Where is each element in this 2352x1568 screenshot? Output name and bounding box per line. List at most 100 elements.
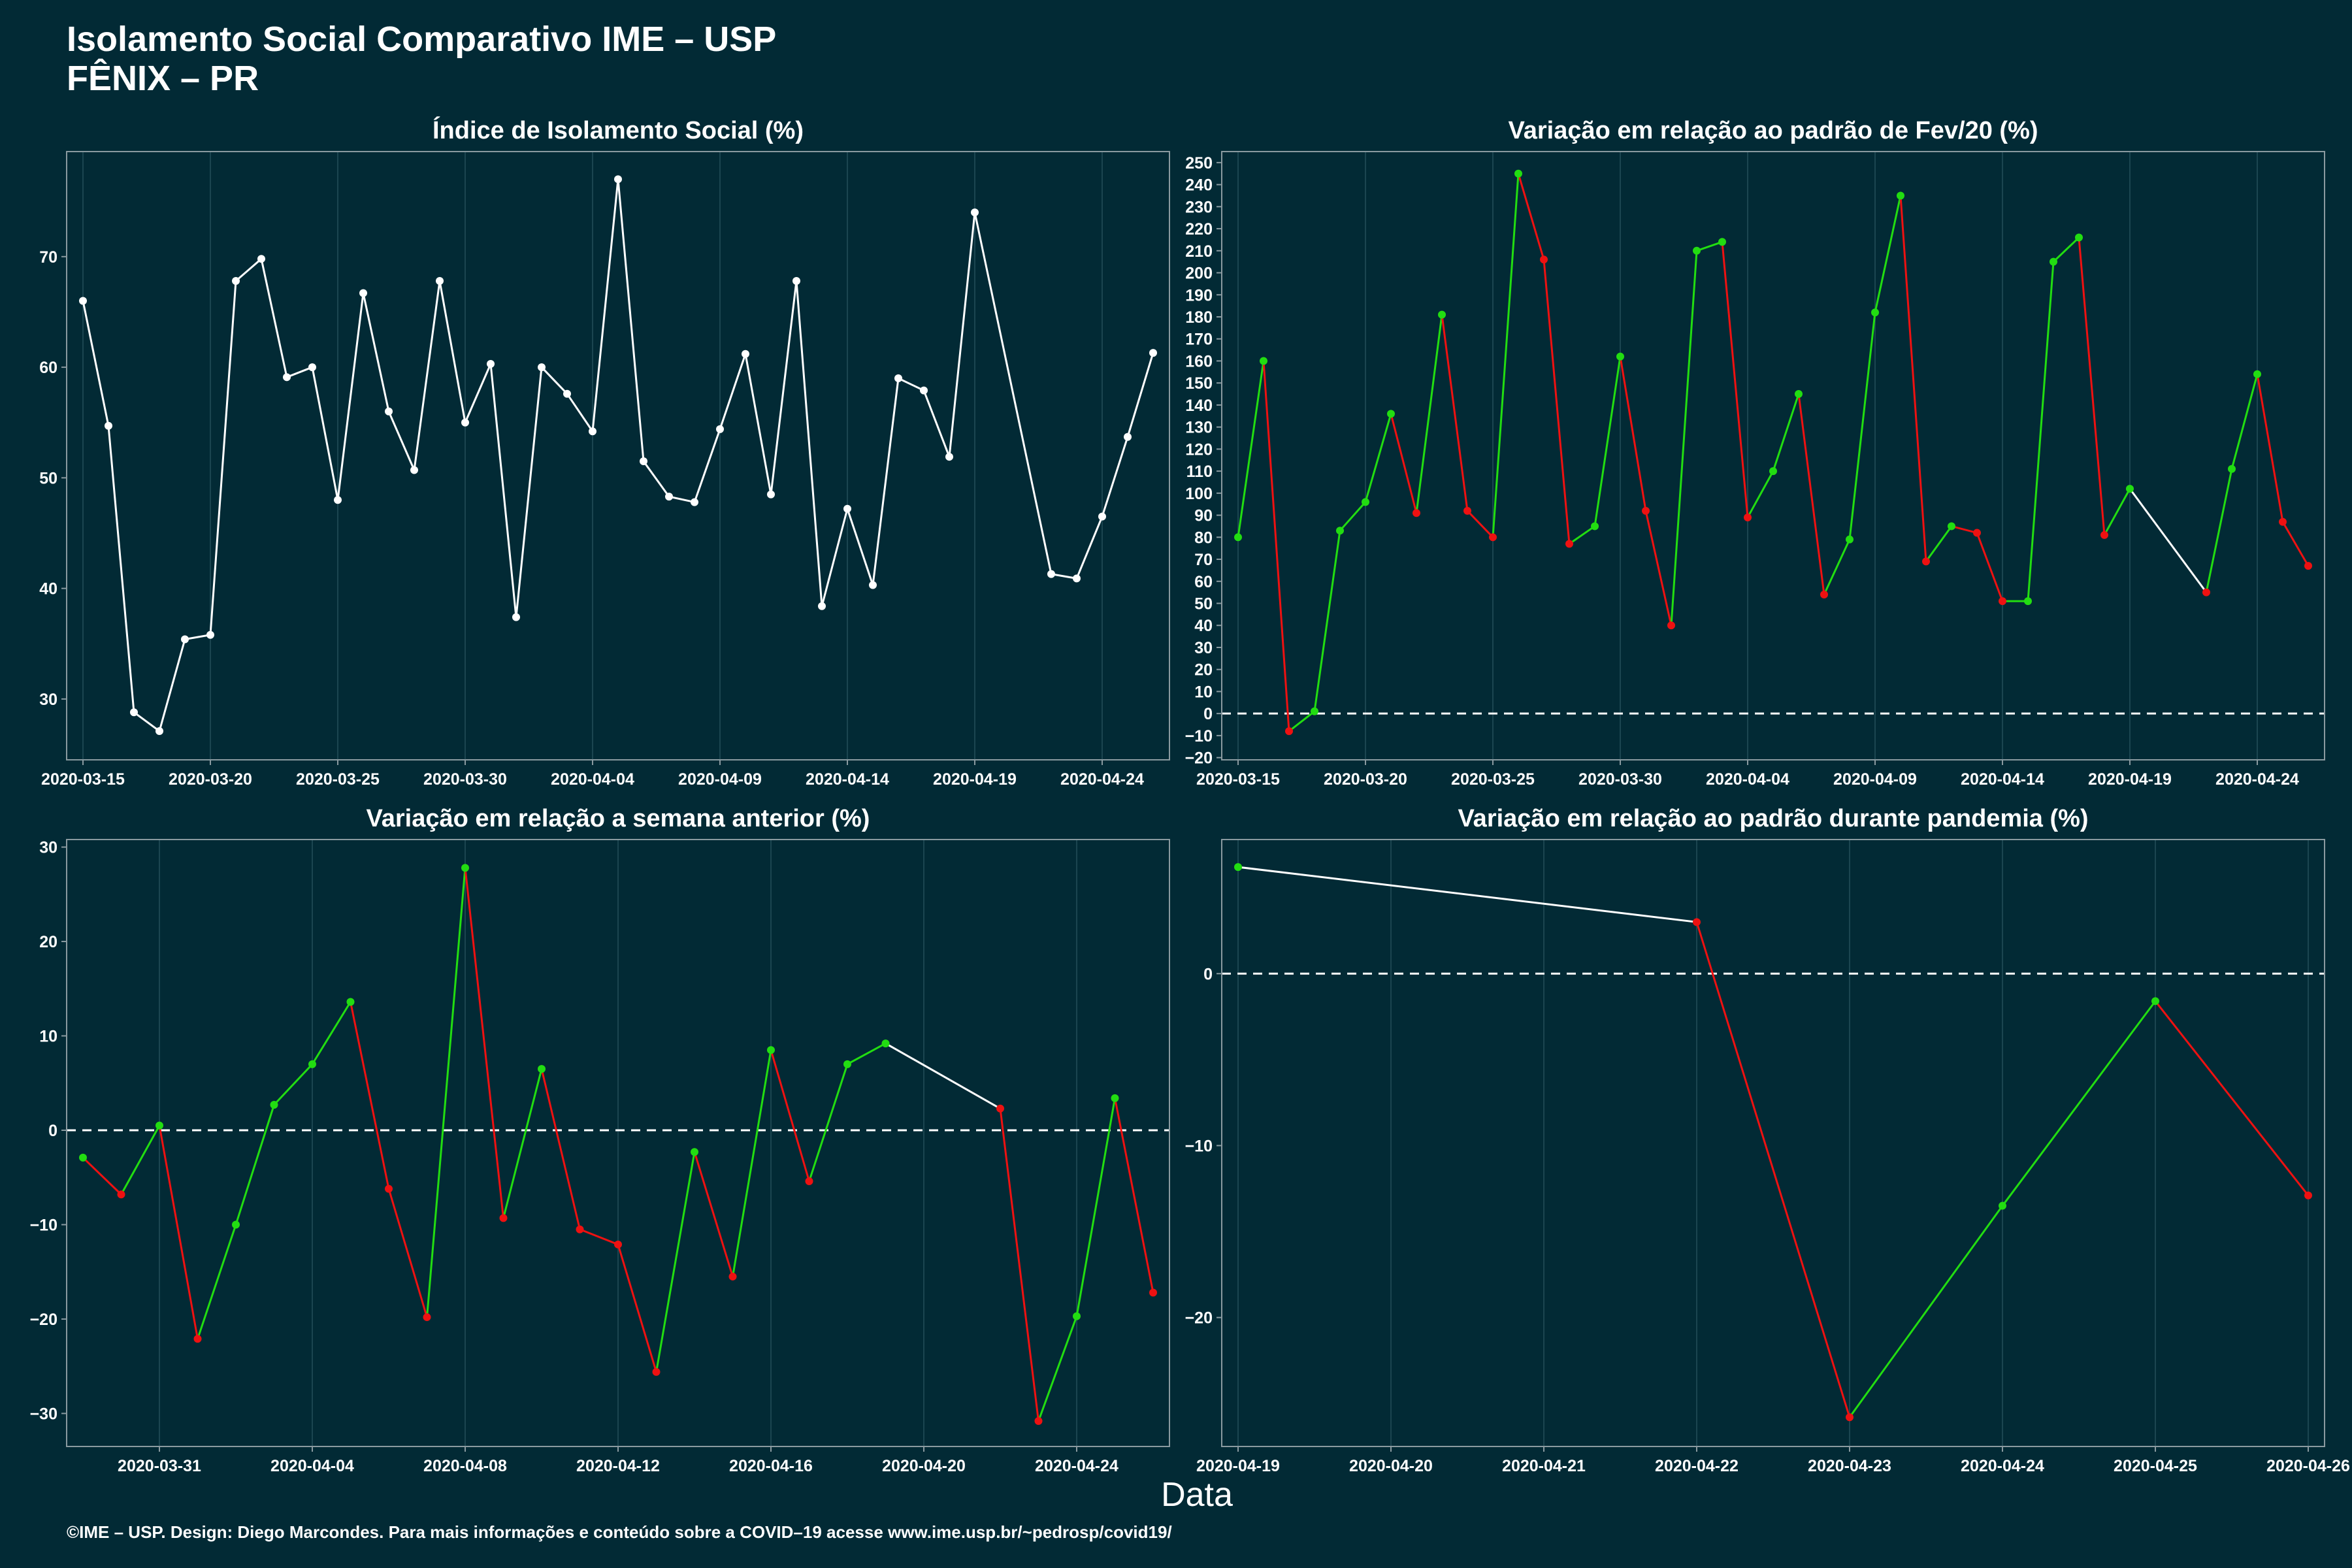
series-segment (502, 1068, 543, 1219)
series-segment (1126, 351, 1154, 438)
data-point (1438, 310, 1446, 319)
data-point (334, 496, 342, 504)
series-segment (350, 1001, 390, 1190)
series-segment (1237, 866, 1698, 923)
panels: Índice de Isolamento Social (%) 2020-03-1… (30, 116, 2350, 1475)
y-tick-label: 150 (1185, 374, 1213, 393)
data-point (2228, 465, 2236, 473)
series-segment (617, 178, 645, 463)
data-point (385, 407, 393, 416)
series-segment (973, 211, 1053, 576)
data-point (130, 708, 138, 717)
data-point (1667, 621, 1675, 630)
series-segment (82, 300, 110, 427)
x-tick-label: 2020-04-09 (678, 770, 762, 789)
data-point (105, 421, 112, 430)
data-point (945, 453, 953, 461)
series-segment (655, 1151, 696, 1373)
x-tick-label: 2020-04-24 (1035, 1457, 1119, 1475)
data-point (1234, 863, 1242, 872)
y-tick-label: 240 (1185, 176, 1213, 195)
data-point (499, 1214, 508, 1222)
x-tick-label: 2020-03-15 (41, 770, 125, 789)
series-segment (2205, 468, 2233, 594)
series-segment (540, 366, 568, 395)
y-tick-label: 10 (1194, 683, 1213, 701)
data-point (1463, 506, 1471, 515)
series-segment (235, 257, 263, 282)
x-tick-label: 2020-04-08 (423, 1457, 507, 1475)
series-segment (1899, 194, 1927, 563)
series-segment (948, 211, 976, 458)
series-segment (872, 377, 900, 587)
series-segment (1695, 921, 1851, 1418)
data-point (1149, 1288, 1157, 1297)
series-segment (1492, 172, 1520, 538)
x-tick-label: 2020-04-04 (551, 770, 634, 789)
series-segment (1568, 525, 1596, 545)
y-tick-label: 250 (1185, 154, 1213, 172)
series-segment (719, 353, 747, 431)
series-segment (107, 425, 135, 713)
series-segment (426, 866, 466, 1318)
series-segment (1797, 393, 1825, 596)
series-segment (732, 1049, 772, 1278)
x-tick-label: 2020-04-19 (1196, 1457, 1280, 1475)
data-point (1260, 357, 1267, 365)
series-segment (923, 389, 951, 458)
series-segment (311, 366, 339, 501)
x-tick-label: 2020-03-15 (1196, 770, 1280, 789)
data-point (257, 255, 265, 263)
series-segment (1593, 355, 1622, 527)
series-segment (2281, 521, 2310, 567)
panel-title: Índice de Isolamento Social (%) (433, 116, 804, 144)
data-point (1693, 918, 1701, 926)
x-tick-label: 2020-04-16 (729, 1457, 813, 1475)
series-segment (311, 1001, 351, 1066)
series-segment (515, 366, 543, 619)
data-point (1616, 352, 1624, 361)
series-segment (2001, 1000, 2157, 1207)
data-point (640, 457, 647, 465)
data-point (512, 613, 520, 621)
series-segment (693, 428, 721, 504)
series-segment (821, 508, 849, 608)
footer-credit: ©IME – USP. Design: Diego Marcondes. Par… (67, 1522, 1172, 1542)
series-segment (1288, 710, 1316, 732)
series-segment (1772, 393, 1800, 472)
data-point (881, 1039, 890, 1048)
data-point (1948, 522, 1955, 531)
series-segment (2103, 487, 2131, 536)
series-segment (1619, 355, 1647, 512)
data-point (1387, 410, 1395, 418)
series-segment (464, 866, 504, 1219)
data-point (1111, 1094, 1119, 1102)
data-point (1413, 509, 1420, 517)
y-tick-label: 220 (1185, 220, 1213, 238)
x-tick-label: 2020-03-25 (296, 770, 380, 789)
data-point (461, 418, 469, 427)
series-segment (197, 1223, 237, 1340)
data-point (767, 1046, 775, 1054)
series-segment (1644, 510, 1673, 627)
series-segment (336, 292, 365, 501)
data-point (652, 1367, 661, 1376)
data-point (971, 208, 979, 217)
data-point (1034, 1416, 1043, 1425)
data-point (2279, 517, 2287, 526)
data-point (1973, 529, 1981, 537)
data-point (767, 490, 775, 498)
series-segment (2256, 373, 2284, 523)
data-point (538, 363, 546, 372)
series-segment (591, 178, 619, 433)
series-segment (566, 393, 594, 433)
series-segment (362, 292, 390, 413)
series-segment (1441, 314, 1469, 512)
series-segment (1746, 470, 1774, 519)
data-point (691, 1148, 698, 1156)
panel-pandemic: Variação em relação ao padrão durante pa… (1185, 805, 2350, 1475)
series-segment (209, 280, 237, 636)
data-point (1999, 597, 2006, 606)
series-segment (2078, 237, 2106, 536)
